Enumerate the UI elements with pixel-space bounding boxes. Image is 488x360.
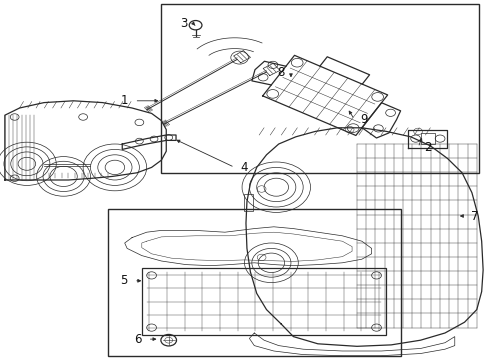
Text: 7: 7	[469, 210, 477, 222]
Text: 4: 4	[240, 161, 248, 174]
Text: 6: 6	[134, 333, 142, 346]
Bar	[142, 268, 386, 335]
Text: 5: 5	[120, 274, 128, 287]
Text: 9: 9	[360, 113, 367, 126]
Text: 3: 3	[179, 17, 187, 30]
Text: 1: 1	[121, 94, 128, 107]
Text: 8: 8	[277, 66, 285, 78]
Bar	[161, 4, 478, 173]
Bar	[244, 194, 253, 211]
Text: 2: 2	[423, 141, 431, 154]
Bar	[107, 209, 400, 356]
Bar	[420, 133, 434, 144]
